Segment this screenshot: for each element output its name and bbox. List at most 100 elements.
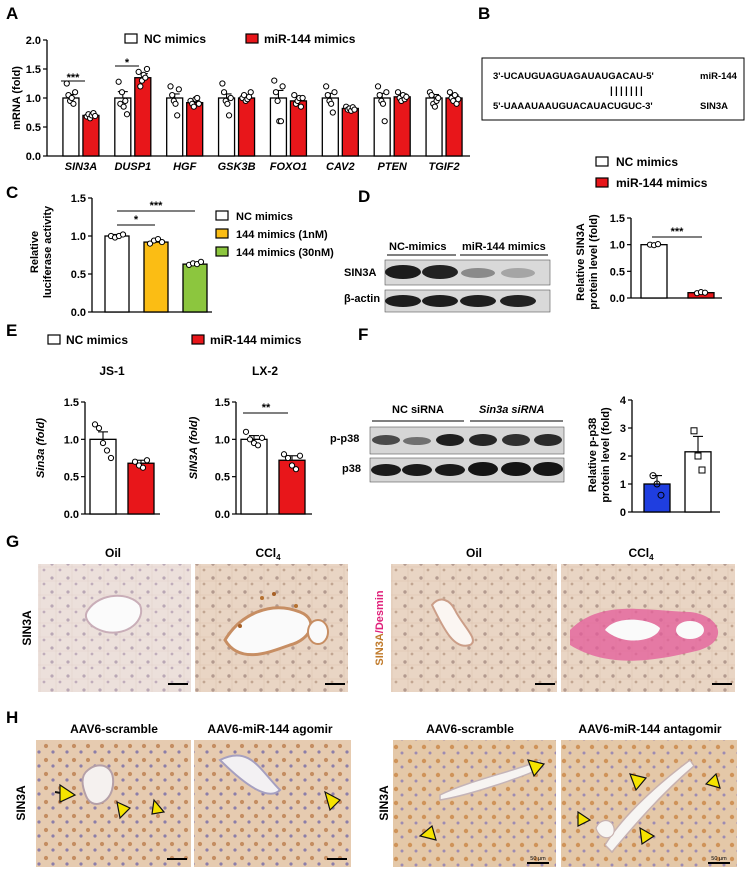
y-tick-label: 0.0 [64,509,79,521]
panel-letter-d: D [358,187,370,206]
y-axis-label: protein level (fold) [600,407,612,503]
data-point [139,464,147,471]
sig-label: * [125,57,130,69]
x-tick-label: SIN3A [65,161,97,173]
data-point [394,89,402,96]
arrow-icon [116,800,132,820]
sig-label: *** [671,226,685,238]
y-axis-label: Relative SIN3A [575,223,587,301]
data-point [376,92,383,99]
y-tick-label: 0 [620,507,626,519]
row-label: SIN3A [14,785,28,821]
y-tick-label: 0.5 [26,122,41,134]
legend-swatch-nc [124,33,138,44]
panel-letter-h: H [6,708,18,727]
data-point [374,83,382,90]
panel-b: 3'-UCAUGUAGUAGAUAUGACAU-5' miR-144 |||||… [481,57,745,121]
y-tick-label: 2.0 [26,35,41,47]
scale-bar-label: 50 μm [711,856,727,862]
data-point [172,100,179,107]
panel-letter-b: B [478,4,490,23]
lane-label: Sin3a siRNA [479,404,544,416]
chart-e-lx2: 0.0 0.5 1.0 1.5 [215,397,312,521]
data-point [274,97,281,105]
histology-image-scramble-2: 50 μm [393,740,556,867]
bar [269,97,288,157]
y-tick-label: 4 [620,395,627,407]
arrow-icon [151,798,166,815]
data-point [324,92,331,99]
blot-label: p38 [342,463,361,475]
legend-label-mir144: miR-144 mimics [264,32,356,46]
arrow-icon [639,826,656,846]
data-point [219,80,226,87]
panel-a: NC mimics miR-144 mimics mRNA (fold) 0.0… [11,32,470,173]
western-blot-beta-actin [384,289,551,313]
sig-label: *** [67,72,81,84]
x-tick-label: HGF [173,161,197,173]
bar [62,97,80,157]
data-point [70,100,77,107]
data-point [146,240,154,247]
x-tick-label: FOXO1 [270,161,307,173]
data-point [91,421,99,428]
data-point [351,106,358,113]
data-point [154,235,162,243]
bar [684,451,712,513]
lane-label: NC-mimics [389,241,446,253]
blot-label: β-actin [344,293,380,305]
y-tick-label: 1.5 [215,397,230,409]
data-point [299,94,306,102]
legend-label: 144 mimics (30nM) [236,247,334,259]
data-point [279,83,286,90]
bar [643,483,671,513]
x-tick-label: DUSP1 [114,161,151,173]
data-point [131,458,139,465]
panel-c: Relative luciferase activity 0.0 0.5 1.0 1.… [29,193,334,319]
panel-letter-f: F [358,325,368,344]
data-point [381,118,388,125]
data-point [657,491,665,499]
data-point [137,83,144,90]
data-point [143,65,151,73]
legend-label-nc: NC mimics [66,333,128,347]
data-point [142,74,149,81]
data-point [167,83,174,90]
data-point [122,97,129,105]
data-point [383,89,390,96]
data-point [224,100,231,107]
legend-swatch-nc [595,156,609,167]
base-pairing: ||||||| [610,86,645,97]
image-title: AAV6-scramble [70,722,158,736]
chart-title: JS-1 [99,364,125,378]
data-point [428,92,435,99]
data-point [68,94,75,102]
histology-image-oil-desmin [391,564,557,692]
bar [445,97,463,157]
chart-e-js1: 0.0 0.5 1.0 1.5 [64,397,160,521]
data-point [95,425,103,432]
data-point [254,442,262,449]
legend-swatch-mir144 [595,177,609,188]
histology-image-antagomir: 50 μm [561,740,737,867]
image-title: AAV6-miR-144 agomir [207,722,332,736]
histology-image-ccl4 [195,564,348,692]
sequence-box [481,57,745,121]
y-tick-label: 1.0 [64,434,79,446]
y-tick-label: 1.0 [215,434,230,446]
data-point [698,466,706,474]
bar [182,263,208,313]
data-point [135,68,142,76]
arrow-icon [59,783,77,803]
bar [393,96,411,157]
western-blot-p38 [369,457,565,483]
arrow-icon [418,824,437,841]
legend-label-nc: NC mimics [616,155,678,169]
image-title: Oil [466,546,482,560]
bar [240,438,268,515]
bar [289,100,308,157]
panel-h: AAV6-scramble AAV6-miR-144 agomir AAV6-s… [14,722,737,867]
y-tick-label: 0.0 [26,151,41,163]
data-point [123,111,131,118]
western-blot-p-p38 [369,426,565,455]
